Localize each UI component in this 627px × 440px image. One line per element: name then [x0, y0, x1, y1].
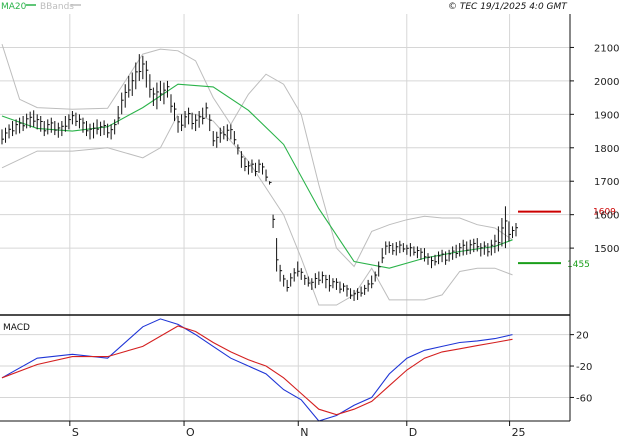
x-tick-label: S [72, 426, 79, 439]
price-panel-bg [0, 14, 570, 315]
macd-title: MACD [3, 323, 30, 333]
bband-upper-line [1, 43, 513, 268]
x-tick-label: O [186, 426, 195, 439]
bband-lower-line [1, 113, 513, 306]
price-y-axis: 2100 2000 1900 1800 1700 1600 1500 [570, 43, 619, 255]
macd-y-axis: 20 -20 -60 [570, 331, 592, 404]
resistance-label: 1609 [593, 208, 616, 218]
support-label: 1455 [567, 260, 590, 270]
x-tick-label: D [409, 426, 417, 439]
macd-lines [1, 318, 513, 422]
price-y-tick: 2100 [594, 43, 619, 54]
copyright-text: © TEC 19/1/2025 4:0 GMT [448, 2, 568, 12]
macd-y-tick: -60 [576, 393, 592, 404]
x-tick-label: N [300, 426, 308, 439]
price-y-tick: 1800 [594, 144, 619, 155]
legend-bbands-label: BBands [40, 2, 74, 12]
legend: MA20 BBands [1, 2, 81, 12]
price-bars [1, 54, 518, 301]
price-y-tick: 1900 [594, 110, 619, 121]
macd-y-tick: 20 [576, 331, 589, 342]
price-y-tick: 1500 [594, 244, 619, 255]
macd-signal-line [1, 325, 513, 416]
price-y-tick: 1700 [594, 177, 619, 188]
price-bbands [1, 43, 513, 306]
x-axis: S O N D 25 [69, 421, 526, 439]
price-levels: 1609 1455 [518, 208, 616, 270]
macd-y-tick: -20 [576, 362, 592, 373]
price-y-tick: 2000 [594, 77, 619, 88]
macd-line [1, 318, 513, 422]
macd-grid [0, 315, 570, 421]
macd-panel-bg [0, 315, 570, 421]
legend-ma20-label: MA20 [1, 2, 27, 12]
x-tick-label: 25 [512, 426, 526, 439]
price-y-tick: 1600 [594, 211, 619, 222]
